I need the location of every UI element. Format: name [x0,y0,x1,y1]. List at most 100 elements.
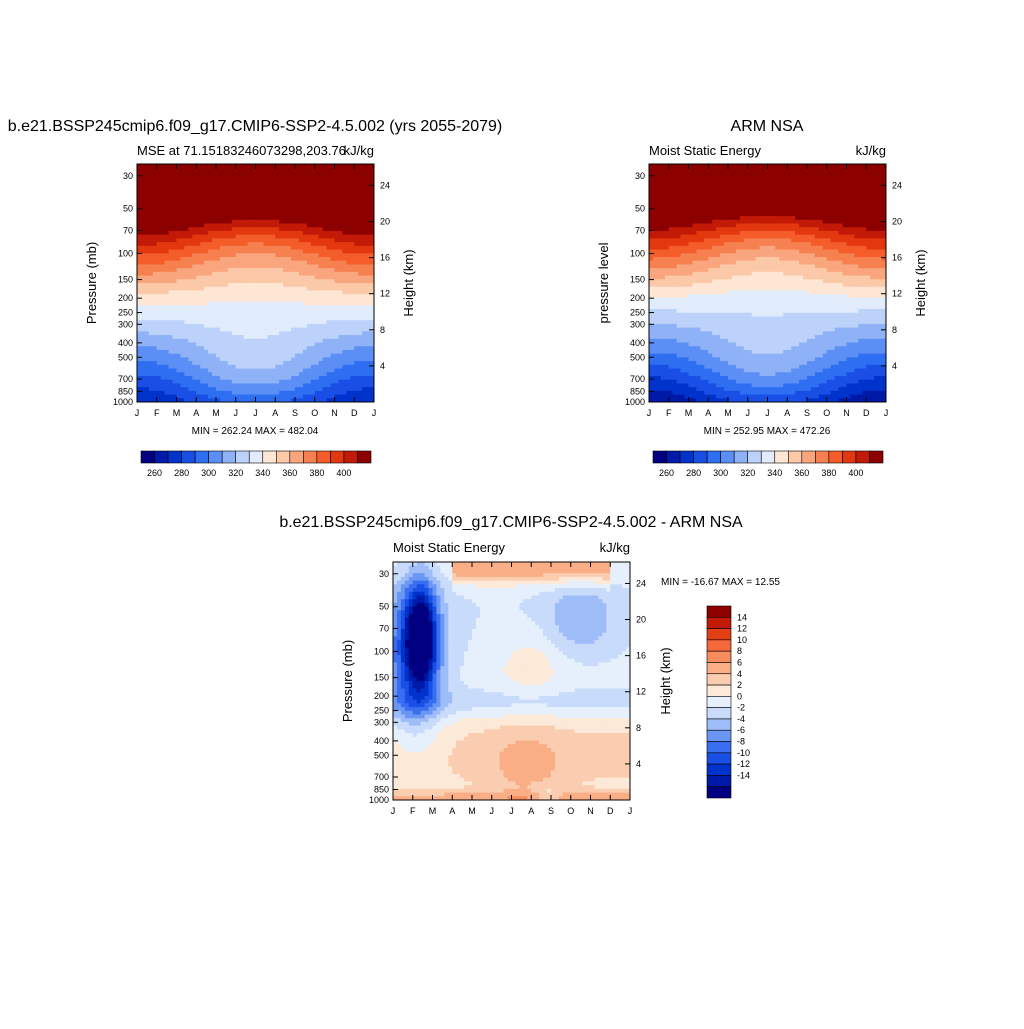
contour-cell [327,290,332,294]
contour-cell [287,276,292,280]
contour-cell [200,235,205,239]
contour-cell [177,339,182,343]
contour-cell [307,376,312,380]
contour-cell [145,179,150,183]
contour-cell [161,350,166,354]
contour-cell [188,391,193,395]
contour-cell [279,343,284,347]
x-tick-label: J [372,408,377,418]
contour-cell [256,302,261,306]
contour-cell [681,320,686,324]
contour-cell [267,235,272,239]
contour-cell [700,361,705,365]
contour-cell [145,190,150,194]
contour-cell [331,313,336,317]
contour-cell [346,231,351,235]
x-tick-label: J [253,408,258,418]
contour-cell [204,287,209,291]
contour-cell [685,186,690,190]
contour-cell [232,357,237,361]
contour-cell [256,220,261,224]
contour-cell [661,183,666,187]
contour-cell [708,201,713,205]
contour-cell [236,387,241,391]
colorbar-swatch [168,451,182,463]
contour-cell [165,339,170,343]
contour-cell [350,313,355,317]
contour-cell [287,294,292,298]
contour-cell [319,350,324,354]
contour-cell [366,231,371,235]
contour-cell [271,361,276,365]
contour-cell [673,272,678,276]
contour-cell [279,186,284,190]
contour-cell [335,224,340,228]
contour-cell [161,339,166,343]
contour-cell [224,216,229,220]
contour-cell [192,276,197,280]
contour-cell [240,309,245,313]
contour-cell [259,395,264,399]
contour-cell [362,395,367,399]
contour-cell [681,183,686,187]
contour-cell [149,376,154,380]
contour-cell [704,372,709,376]
contour-cell [689,246,694,250]
contour-cell [331,268,336,272]
contour-cell [180,190,185,194]
contour-cell [362,339,367,343]
contour-cell [291,313,296,317]
contour-cell [677,372,682,376]
contour-cell [653,316,658,320]
contour-cell [204,201,209,205]
contour-cell [252,264,257,268]
contour-cell [244,391,249,395]
contour-cell [161,194,166,198]
contour-cell [153,287,158,291]
contour-cell [161,324,166,328]
contour-cell [689,313,694,317]
contour-cell [366,261,371,265]
contour-cell [184,257,189,261]
contour-cell [157,305,162,309]
contour-cell [212,186,217,190]
contour-cell [263,290,268,294]
contour-cell [299,313,304,317]
contour-cell [673,335,678,339]
y-tick-label: 1000 [113,397,133,407]
contour-cell [145,227,150,231]
contour-cell [271,220,276,224]
contour-cell [291,257,296,261]
contour-cell [350,391,355,395]
contour-cell [177,183,182,187]
contour-cell [692,268,697,272]
contour-cell [212,190,217,194]
y-tick-label: 500 [118,352,133,362]
contour-cell [267,391,272,395]
contour-cell [669,287,674,291]
contour-cell [244,357,249,361]
contour-cell [196,220,201,224]
contour-cell [236,235,241,239]
contour-cell [275,328,280,332]
contour-cell [161,279,166,283]
contour-cell [283,365,288,369]
contour-cell [212,179,217,183]
contour-cell [240,224,245,228]
contour-cell [677,216,682,220]
contour-cell [244,395,249,399]
contour-cell [180,276,185,280]
contour-cell [335,346,340,350]
contour-cell [342,324,347,328]
contour-cell [685,242,690,246]
contour-cell [685,227,690,231]
contour-cell [224,365,229,369]
contour-cell [173,309,178,313]
contour-cell [259,253,264,257]
contour-cell [216,235,221,239]
contour-cell [184,183,189,187]
contour-cell [177,328,182,332]
contour-cell [327,186,332,190]
contour-cell [342,190,347,194]
contour-cell [677,290,682,294]
